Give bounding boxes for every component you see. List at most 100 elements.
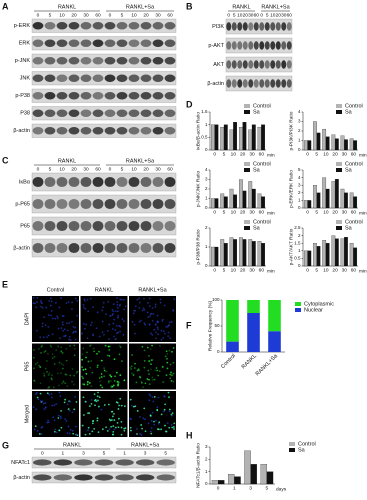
x-tick-label: 30 [342,267,348,273]
blot-band [128,39,140,48]
cell [169,377,172,380]
blot-band [116,220,128,232]
cell [112,425,115,428]
cell [154,303,157,306]
cell [110,386,113,389]
cell [64,418,67,421]
cell [169,373,172,376]
cell [120,420,123,423]
cell [103,333,105,336]
cell [46,392,49,395]
x-tick-label: 20 [332,209,338,215]
group-label: RANKL [58,158,76,164]
cell [172,347,175,349]
cell [148,360,151,363]
row-label: p-AKT [208,43,224,49]
cell [50,392,53,395]
cell [44,324,47,327]
y-tick-label: 3 [205,444,208,449]
cell [87,429,89,432]
lane-label: 5 [233,12,236,18]
blot-band [152,39,164,48]
legend-label: Sa [298,447,306,453]
cell [168,410,171,413]
cell [99,384,102,387]
blot-strip [31,18,177,33]
cell [82,377,84,380]
cell [129,398,132,401]
legend-label: Sa [345,167,353,173]
legend-label: Cytoplasmic [304,301,334,307]
blot-band [164,21,176,30]
blot-strip [31,106,177,121]
cell [109,374,112,377]
cell [169,363,172,366]
y-tick-label: 1 [205,196,208,201]
cell [56,315,58,318]
cell [123,308,125,311]
cell [116,421,119,424]
bar-segment [247,313,260,352]
blot-band [259,79,265,88]
cell [168,396,170,399]
cell [146,377,149,380]
cell [151,319,154,322]
cell [151,376,154,379]
blot-band [286,41,292,50]
cell [117,408,120,410]
cell [155,337,157,340]
y-tick-label: 1.5 [201,109,208,114]
x-tick-label: 5 [315,209,318,215]
cell [50,396,53,399]
group-label: RANKL [232,4,250,10]
cell [69,344,72,347]
cell [84,300,86,302]
cell [148,373,150,376]
blot-band [270,41,276,50]
y-tick-label: 3 [298,119,301,124]
y-tick-label: 5 [298,167,301,172]
cell [49,304,52,307]
cell [67,408,70,410]
cell [85,323,88,326]
cell [73,408,76,411]
cell [74,326,77,329]
lane-label: 10 [131,166,137,172]
cell [69,400,71,403]
cell [151,333,154,336]
cell [119,374,122,377]
blot-band [80,21,92,30]
row-label: p-JNK [15,58,31,64]
blot-band [92,220,104,232]
cell [140,434,143,436]
cell [57,345,60,348]
cell [115,371,118,374]
cell [96,366,99,369]
cell [158,421,161,424]
cell [84,433,87,436]
blot-band [44,176,56,188]
blot-strip [225,18,293,35]
cell [154,419,157,422]
cell [60,346,63,349]
y-axis-title: NFATc1/β-actin Ratio [195,443,201,488]
cell [45,306,48,309]
blot-band [80,109,92,118]
cell [110,375,113,378]
blot-band [152,126,164,135]
blot-band [116,176,128,188]
cell [60,372,62,375]
lane-label: 5 [49,166,52,172]
y-tick-label: 0.5 [294,256,301,261]
cell [97,405,100,408]
blot-band [92,198,104,210]
lane-label: 3 [144,450,147,456]
blot-band [286,60,292,69]
blot-band [164,39,176,48]
blot-band [92,74,104,83]
lane-label: 0 [260,12,263,18]
lane-label: 3 [82,450,85,456]
cell [148,297,151,300]
bar [322,177,327,209]
cell [148,393,151,396]
